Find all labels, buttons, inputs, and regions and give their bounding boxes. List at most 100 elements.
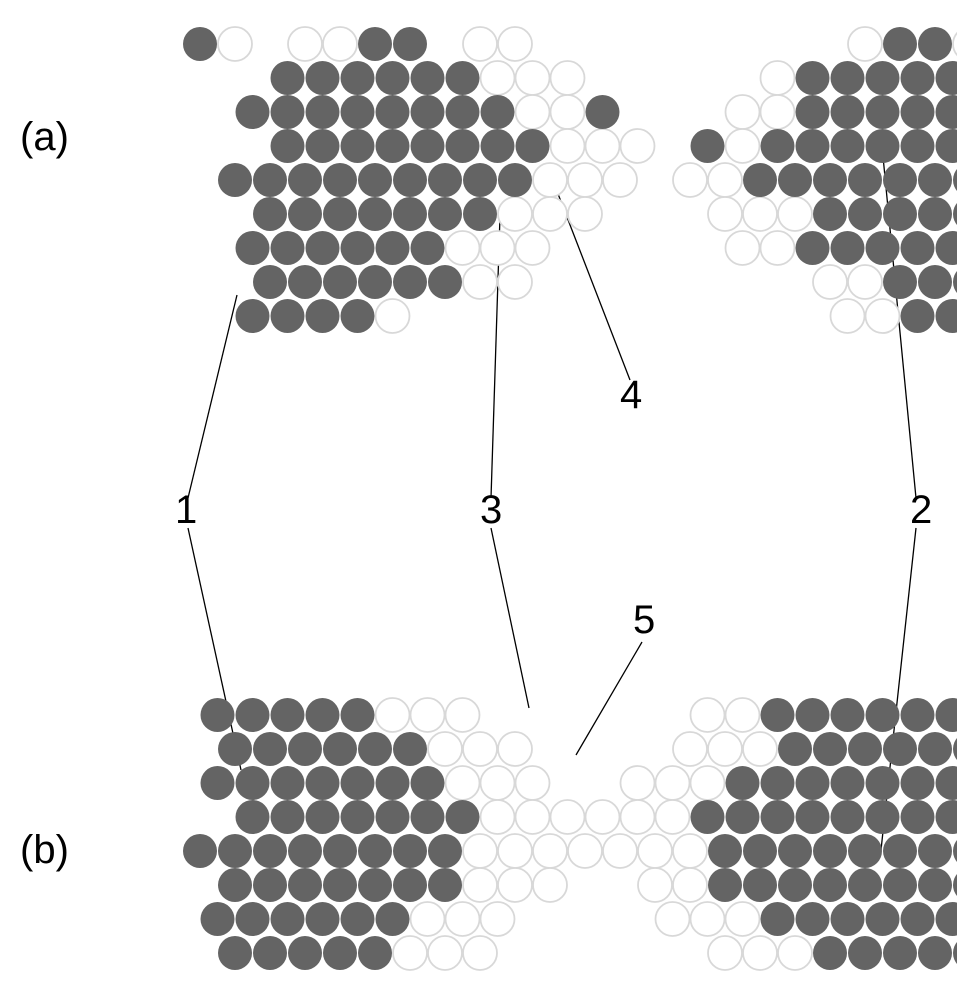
- atom-empty: [848, 265, 882, 299]
- atom-filled: [831, 61, 865, 95]
- atom-filled: [358, 732, 392, 766]
- atom-filled: [901, 61, 935, 95]
- atom-filled: [218, 732, 252, 766]
- atom-empty: [761, 231, 795, 265]
- atom-filled: [323, 163, 357, 197]
- atom-filled: [288, 834, 322, 868]
- atom-filled: [761, 129, 795, 163]
- atom-filled: [918, 868, 952, 902]
- atom-filled: [953, 197, 957, 231]
- atom-empty: [726, 129, 760, 163]
- atom-empty: [568, 163, 602, 197]
- atom-filled: [901, 766, 935, 800]
- atom-filled: [341, 129, 375, 163]
- atom-filled: [848, 936, 882, 970]
- atom-empty: [498, 265, 532, 299]
- atom-filled: [463, 197, 497, 231]
- atom-empty: [778, 936, 812, 970]
- atom-filled: [306, 129, 340, 163]
- atom-empty: [621, 766, 655, 800]
- atom-filled: [411, 231, 445, 265]
- atom-filled: [883, 868, 917, 902]
- atom-filled: [271, 95, 305, 129]
- atom-filled: [743, 834, 777, 868]
- atom-filled: [813, 163, 847, 197]
- atom-filled: [866, 800, 900, 834]
- atom-filled: [516, 129, 550, 163]
- atom-filled: [306, 800, 340, 834]
- atom-filled: [323, 868, 357, 902]
- atom-empty: [463, 732, 497, 766]
- atom-filled: [288, 163, 322, 197]
- atom-filled: [901, 902, 935, 936]
- atom-filled: [271, 299, 305, 333]
- atom-filled: [796, 698, 830, 732]
- atom-empty: [586, 800, 620, 834]
- atom-filled: [236, 766, 270, 800]
- atom-filled: [376, 61, 410, 95]
- atom-filled: [376, 231, 410, 265]
- atom-empty: [726, 95, 760, 129]
- atom-filled: [323, 197, 357, 231]
- atom-filled: [778, 834, 812, 868]
- label-a: (a): [20, 117, 69, 157]
- atom-filled: [376, 129, 410, 163]
- atom-empty: [726, 698, 760, 732]
- atom-filled: [323, 936, 357, 970]
- atom-filled: [218, 936, 252, 970]
- atom-filled: [253, 163, 287, 197]
- atom-filled: [586, 95, 620, 129]
- atom-filled: [288, 732, 322, 766]
- atom-filled: [796, 766, 830, 800]
- atom-filled: [866, 129, 900, 163]
- atom-empty: [551, 129, 585, 163]
- atom-filled: [393, 834, 427, 868]
- atom-filled: [901, 698, 935, 732]
- atom-filled: [253, 732, 287, 766]
- atom-filled: [358, 834, 392, 868]
- atom-filled: [796, 95, 830, 129]
- atom-filled: [358, 868, 392, 902]
- atom-filled: [183, 27, 217, 61]
- atom-empty: [848, 27, 882, 61]
- atom-filled: [866, 61, 900, 95]
- atom-empty: [726, 902, 760, 936]
- atom-filled: [201, 766, 235, 800]
- atom-filled: [236, 95, 270, 129]
- atom-filled: [866, 766, 900, 800]
- atom-filled: [866, 231, 900, 265]
- atom-filled: [831, 800, 865, 834]
- atom-filled: [236, 800, 270, 834]
- atom-empty: [428, 732, 462, 766]
- atom-filled: [376, 766, 410, 800]
- atom-filled: [271, 902, 305, 936]
- atom-filled: [831, 95, 865, 129]
- atom-filled: [883, 834, 917, 868]
- atom-filled: [446, 800, 480, 834]
- atom-filled: [271, 61, 305, 95]
- atom-filled: [341, 231, 375, 265]
- atom-empty: [708, 936, 742, 970]
- atom-filled: [918, 936, 952, 970]
- atom-filled: [306, 698, 340, 732]
- atom-filled: [953, 732, 957, 766]
- atom-filled: [918, 197, 952, 231]
- atom-filled: [376, 902, 410, 936]
- atom-empty: [498, 732, 532, 766]
- atom-filled: [866, 95, 900, 129]
- atom-filled: [288, 936, 322, 970]
- atom-filled: [341, 95, 375, 129]
- atom-empty: [743, 197, 777, 231]
- atom-filled: [901, 231, 935, 265]
- atom-empty: [551, 95, 585, 129]
- atom-filled: [743, 163, 777, 197]
- atom-filled: [918, 732, 952, 766]
- atom-empty: [621, 129, 655, 163]
- atom-filled: [236, 231, 270, 265]
- atom-empty: [533, 868, 567, 902]
- atom-filled: [288, 197, 322, 231]
- atom-filled: [236, 902, 270, 936]
- atom-filled: [953, 163, 957, 197]
- atom-filled: [446, 61, 480, 95]
- atom-filled: [918, 163, 952, 197]
